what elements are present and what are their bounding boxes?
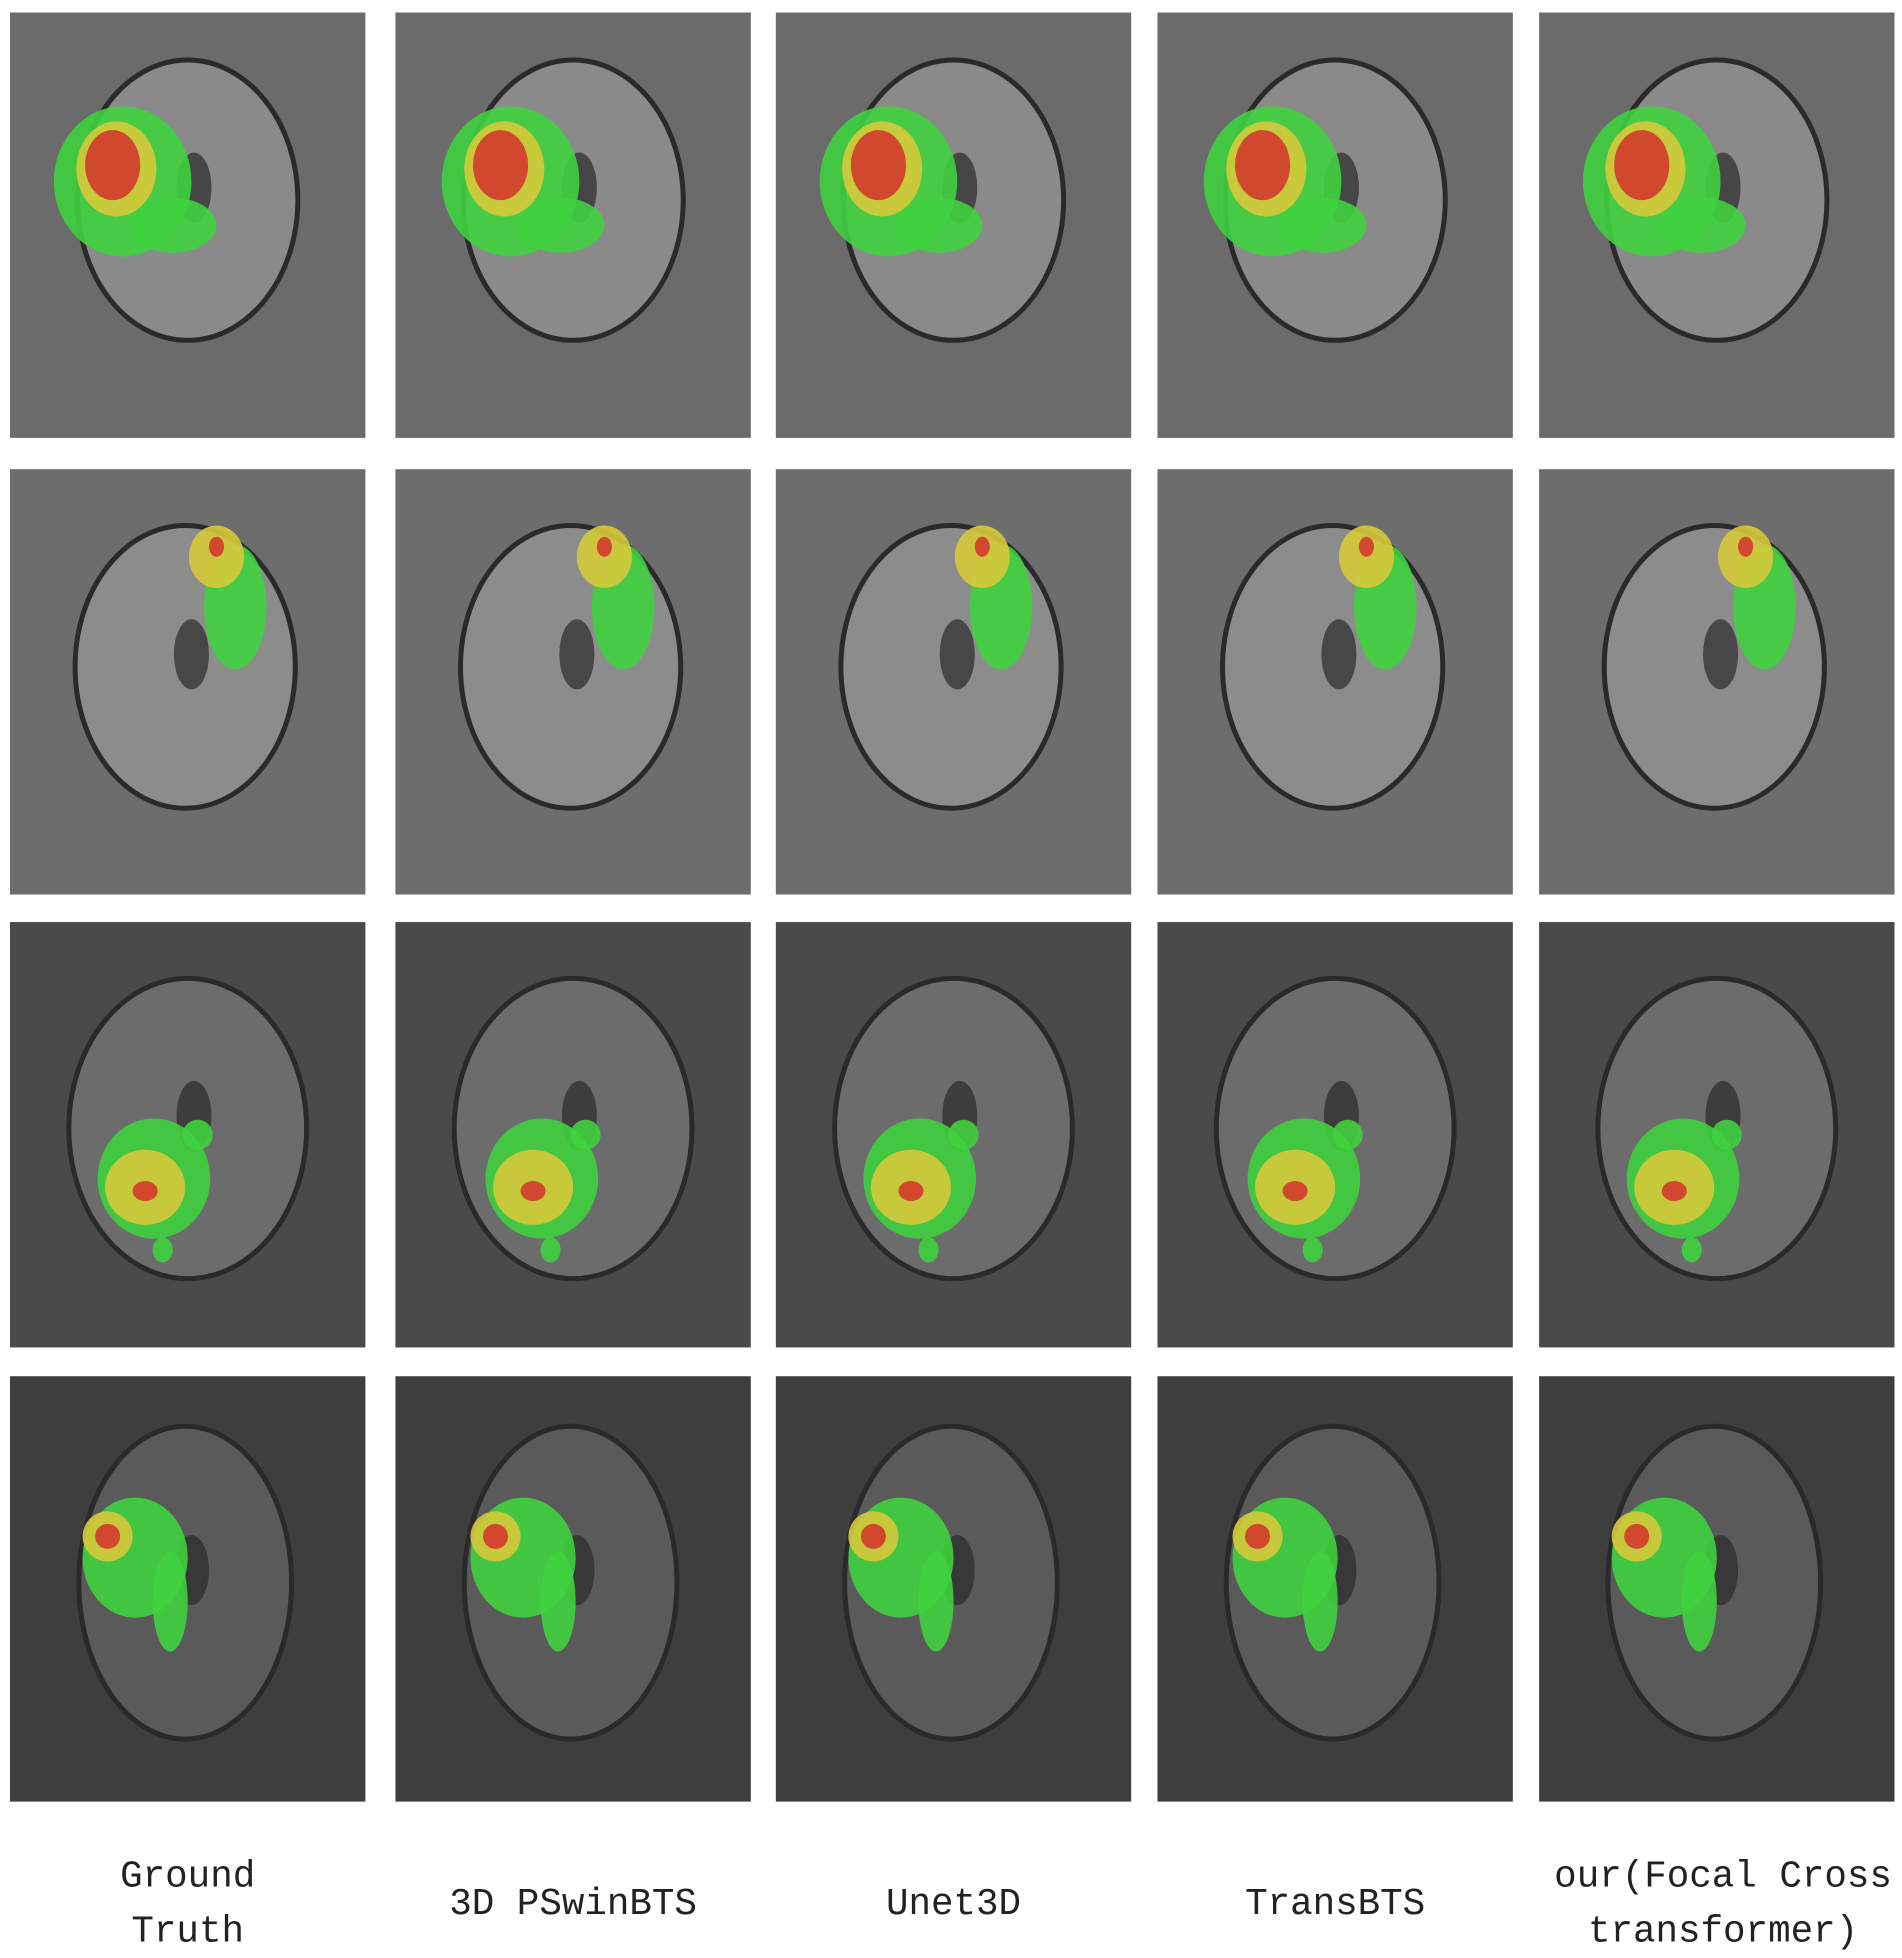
tumor-region: [1661, 1181, 1687, 1202]
mri-panel: [775, 1376, 1132, 1802]
tumor-region: [152, 1551, 188, 1652]
tumor-region: [1681, 1551, 1717, 1652]
tumor-region: [1718, 525, 1774, 589]
tumor-region: [596, 536, 612, 557]
mri-panel: [1539, 469, 1895, 895]
tumor-region: [894, 197, 983, 253]
mri-panel: [775, 469, 1132, 895]
tumor-region: [850, 130, 906, 201]
column-label: Truth: [131, 1912, 244, 1954]
tumor-region: [1235, 130, 1291, 201]
mri-panel: [1157, 469, 1513, 895]
tumor-region: [1614, 130, 1670, 201]
tumor-region: [1302, 1237, 1323, 1263]
mri-panel: [775, 12, 1132, 438]
mri-panel: [1157, 922, 1513, 1348]
mri-panel: [1539, 12, 1895, 438]
tumor-region: [1332, 1119, 1363, 1150]
ventricle: [173, 619, 209, 690]
mri-panel: [1539, 922, 1895, 1348]
tumor-region: [1302, 1551, 1338, 1652]
column-label: TransBTS: [1245, 1884, 1425, 1926]
mri-panel: [10, 922, 366, 1348]
tumor-region: [516, 197, 605, 253]
tumor-region: [918, 1551, 954, 1652]
tumor-region: [1624, 1523, 1650, 1549]
tumor-region: [1681, 1237, 1702, 1263]
tumor-region: [918, 1237, 939, 1263]
mri-panel: [395, 469, 751, 895]
tumor-region: [1358, 536, 1374, 557]
tumor-region: [576, 525, 632, 589]
tumor-region: [95, 1523, 121, 1549]
mri-panel: [775, 922, 1132, 1348]
tumor-region: [954, 525, 1010, 589]
tumor-region: [132, 1181, 158, 1202]
tumor-region: [152, 1237, 173, 1263]
column-label: transformer): [1588, 1912, 1858, 1954]
mri-panel: [10, 1376, 366, 1802]
ventricle: [939, 619, 975, 690]
column-label: Ground: [120, 1857, 255, 1899]
mri-panel: [395, 922, 751, 1348]
mri-panel: [10, 469, 366, 895]
ventricle: [559, 619, 595, 690]
tumor-region: [1738, 536, 1754, 557]
tumor-region: [483, 1523, 509, 1549]
mri-panel: [1157, 1376, 1513, 1802]
mri-panel: [1539, 1376, 1895, 1802]
column-label: Unet3D: [886, 1884, 1021, 1926]
tumor-region: [1278, 197, 1367, 253]
mri-panel: [10, 12, 366, 438]
ventricle: [1703, 619, 1739, 690]
tumor-region: [1282, 1181, 1308, 1202]
tumor-region: [860, 1523, 886, 1549]
tumor-region: [540, 1551, 576, 1652]
tumor-region: [182, 1119, 213, 1150]
mri-panel: [1157, 12, 1513, 438]
tumor-region: [520, 1181, 546, 1202]
mri-panel: [395, 12, 751, 438]
column-label: 3D PSwinBTS: [449, 1884, 697, 1926]
tumor-region: [128, 197, 217, 253]
tumor-region: [1711, 1119, 1742, 1150]
tumor-region: [898, 1181, 924, 1202]
column-label: our(Focal Cross: [1554, 1857, 1892, 1899]
ventricle: [1321, 619, 1357, 690]
tumor-region: [85, 130, 141, 201]
tumor-region: [974, 536, 990, 557]
tumor-region: [948, 1119, 979, 1150]
tumor-region: [208, 536, 224, 557]
mri-panel: [395, 1376, 751, 1802]
tumor-region: [540, 1237, 561, 1263]
tumor-region: [570, 1119, 601, 1150]
tumor-region: [1657, 197, 1746, 253]
tumor-region: [1245, 1523, 1271, 1549]
tumor-region: [472, 130, 529, 201]
tumor-region: [1338, 525, 1394, 589]
tumor-region: [188, 525, 245, 589]
